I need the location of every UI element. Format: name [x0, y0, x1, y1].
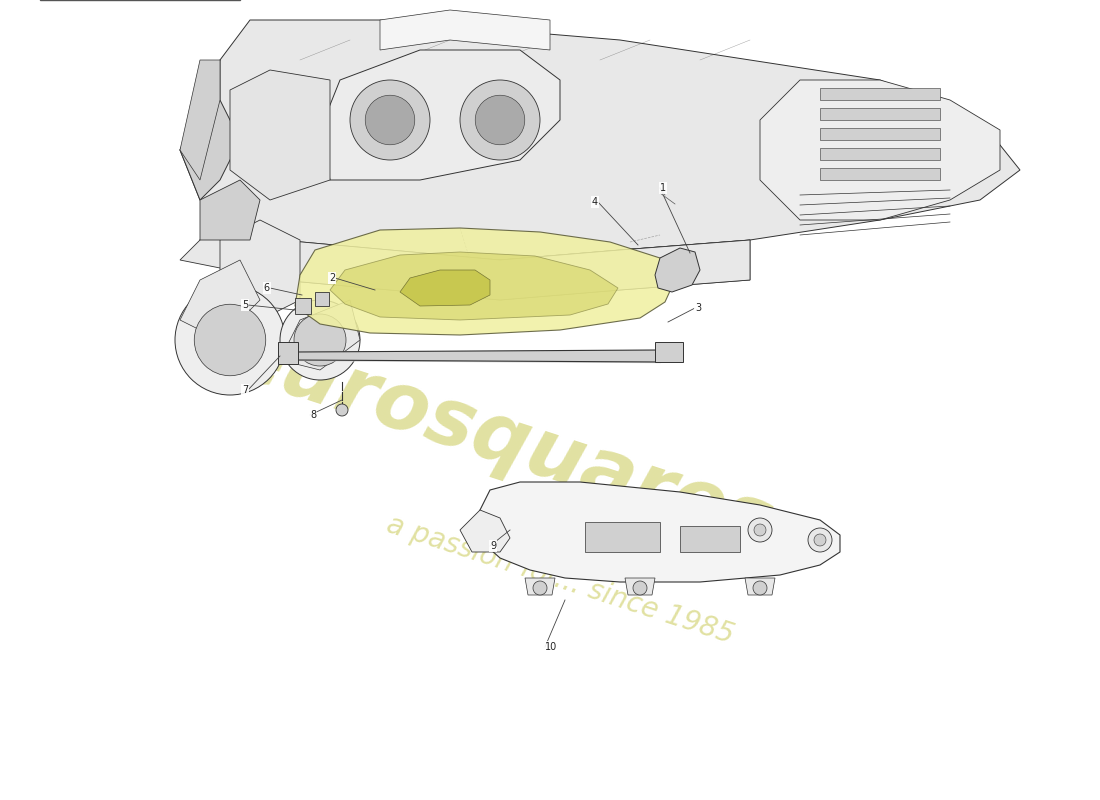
- Text: 4: 4: [592, 197, 598, 207]
- Polygon shape: [220, 220, 300, 320]
- Text: 8: 8: [310, 410, 316, 420]
- Polygon shape: [760, 80, 1000, 220]
- Polygon shape: [180, 200, 750, 300]
- Bar: [680, 526, 740, 552]
- Polygon shape: [200, 180, 260, 240]
- Circle shape: [534, 581, 547, 595]
- Polygon shape: [180, 20, 1020, 260]
- Polygon shape: [230, 70, 330, 200]
- Text: 1: 1: [660, 183, 667, 193]
- Polygon shape: [480, 482, 840, 582]
- Bar: [820, 128, 940, 140]
- Text: 6: 6: [264, 283, 270, 293]
- Polygon shape: [200, 200, 750, 300]
- Circle shape: [336, 404, 348, 416]
- Circle shape: [632, 581, 647, 595]
- Bar: [315, 292, 329, 306]
- Circle shape: [808, 528, 832, 552]
- Circle shape: [175, 285, 285, 395]
- Bar: [820, 148, 940, 160]
- Polygon shape: [625, 578, 654, 595]
- Text: 3: 3: [695, 303, 701, 313]
- Polygon shape: [330, 252, 618, 320]
- Polygon shape: [180, 60, 220, 180]
- Polygon shape: [180, 260, 260, 340]
- Text: 5: 5: [242, 300, 248, 310]
- Circle shape: [754, 524, 766, 536]
- Polygon shape: [320, 50, 560, 180]
- Circle shape: [475, 95, 525, 145]
- Text: 10: 10: [544, 642, 558, 652]
- Bar: [295, 298, 311, 314]
- Polygon shape: [400, 270, 490, 306]
- Polygon shape: [654, 248, 700, 292]
- Circle shape: [754, 581, 767, 595]
- Circle shape: [460, 80, 540, 160]
- Bar: [654, 342, 683, 362]
- Polygon shape: [379, 10, 550, 50]
- Circle shape: [365, 95, 415, 145]
- Polygon shape: [280, 300, 360, 370]
- Polygon shape: [745, 578, 776, 595]
- Circle shape: [350, 80, 430, 160]
- Bar: [585, 522, 660, 552]
- Polygon shape: [460, 510, 510, 552]
- Circle shape: [195, 304, 266, 376]
- Polygon shape: [295, 228, 675, 335]
- Polygon shape: [525, 578, 556, 595]
- Bar: [278, 342, 298, 364]
- Polygon shape: [180, 60, 240, 200]
- Text: a passion for... since 1985: a passion for... since 1985: [383, 510, 737, 650]
- Circle shape: [814, 534, 826, 546]
- Bar: [820, 108, 940, 120]
- Text: eurosquares: eurosquares: [219, 315, 781, 565]
- Text: 9: 9: [490, 541, 496, 551]
- Circle shape: [748, 518, 772, 542]
- Circle shape: [280, 300, 360, 380]
- Text: 2: 2: [329, 273, 336, 283]
- Bar: [820, 168, 940, 180]
- Text: 7: 7: [242, 385, 248, 395]
- Circle shape: [294, 314, 346, 366]
- Bar: [820, 88, 940, 100]
